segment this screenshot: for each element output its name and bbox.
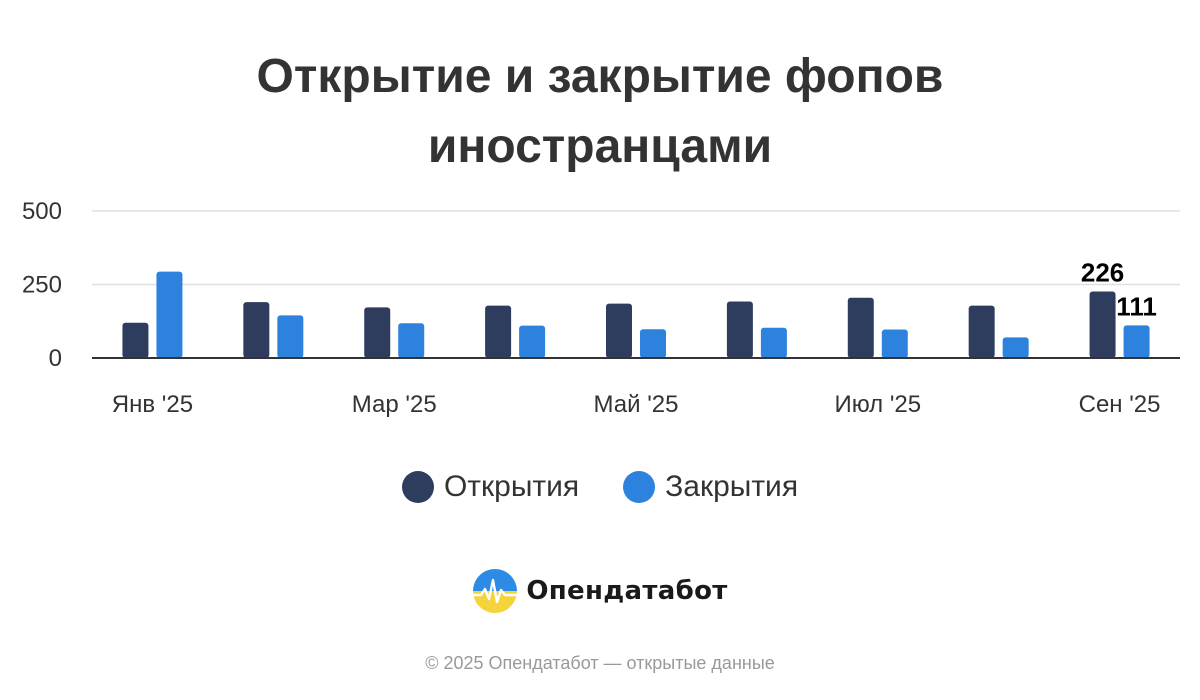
bar-openings-7 [847, 297, 874, 358]
data-label-closings: 111 [1116, 291, 1157, 321]
chart-legend: Открытия Закрытия [0, 470, 1200, 504]
x-tick-label: Янв '25 [112, 391, 193, 418]
bar-openings-9 [1089, 291, 1116, 358]
y-tick-label: 0 [49, 345, 62, 372]
bar-openings-5 [606, 303, 632, 358]
legend-item-closings[interactable]: Закрытия [623, 470, 798, 504]
bar-closings-8 [1002, 337, 1029, 358]
legend-item-openings[interactable]: Открытия [401, 470, 580, 504]
bar-closings-3 [398, 323, 425, 358]
bar-openings-3 [364, 307, 391, 358]
bar-openings-1 [122, 322, 149, 358]
brand: Опендатабот [0, 568, 1200, 614]
x-tick-label: Мар '25 [352, 391, 437, 418]
bar-openings-2 [243, 302, 270, 358]
bar-closings-7 [881, 329, 908, 358]
bar-closings-6 [760, 327, 787, 358]
bar-closings-4 [519, 325, 546, 358]
bar-openings-6 [726, 301, 753, 358]
copyright-note: © 2025 Опендатабот — открытые данные [425, 653, 775, 673]
bar-closings-5 [640, 329, 666, 358]
legend-marker-openings [401, 471, 434, 503]
y-tick-label: 250 [22, 272, 62, 299]
bar-openings-8 [968, 305, 995, 358]
bar-openings-4 [485, 305, 512, 358]
brand-name: Опендатабот [526, 576, 728, 606]
opendatabot-logo-icon [473, 569, 518, 613]
bar-closings-2 [277, 315, 304, 358]
bar-chart: 0 250 500 Янв '25 Мар '25 Май '25 Июл '25 Сен '… [22, 198, 1180, 418]
y-tick-label: 500 [22, 198, 62, 225]
chart-title: Открытие и закрытие фопов иностранцами [256, 50, 944, 173]
x-tick-label: Июл '25 [834, 391, 921, 418]
legend-marker-closings [623, 471, 656, 503]
legend-label-closings: Закрытия [665, 470, 799, 503]
data-label-openings: 226 [1081, 258, 1124, 288]
bar-closings-9 [1123, 325, 1150, 358]
legend-label-openings: Открытия [443, 470, 580, 503]
x-tick-label: Май '25 [594, 391, 679, 418]
bar-closings-1 [156, 271, 183, 358]
x-tick-label: Сен '25 [1079, 391, 1161, 418]
